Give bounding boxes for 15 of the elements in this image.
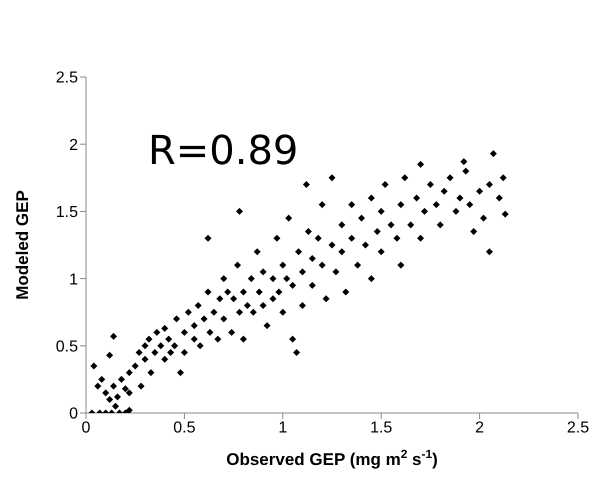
x-tick-label: 1.5 — [370, 419, 392, 436]
x-axis-title: Observed GEP (mg m$^{2}$ s$^{-1}$) — [226, 447, 438, 469]
y-tick-label: 0.5 — [56, 338, 78, 356]
x-tick-label: 2.5 — [566, 419, 590, 436]
y-tick-label: 2 — [69, 136, 78, 154]
y-tick-label: 0 — [69, 406, 78, 423]
annotation: R=0.89 — [148, 128, 298, 174]
y-tick-label: 2.5 — [56, 70, 78, 87]
y-axis-title: Modeled GEP — [13, 190, 32, 300]
y-tick-label: 1 — [69, 271, 78, 288]
x-tick-label: 1 — [278, 419, 288, 436]
x-tick-label: 0.5 — [173, 419, 196, 436]
y-tick-label: 1.5 — [56, 204, 78, 222]
x-tick-label: 2 — [475, 419, 484, 436]
x-tick-label: 0 — [82, 419, 91, 436]
